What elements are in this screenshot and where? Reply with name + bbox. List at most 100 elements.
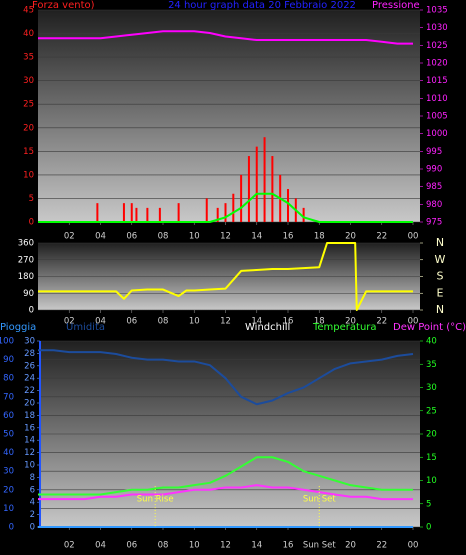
y-tick-label: 10 <box>23 170 34 180</box>
series-line <box>38 30 413 45</box>
x-tick-label: 14 <box>251 232 262 242</box>
y3-tick-label: 14 <box>24 436 35 446</box>
x-tick-label: 22 <box>376 232 387 242</box>
x-tick-label: 06 <box>126 232 137 242</box>
annotation-label: Sun Rise <box>137 495 174 505</box>
x-tick-label: 04 <box>95 541 106 551</box>
x-tick-label: 20 <box>345 232 356 242</box>
y-tick-label: 25 <box>23 100 34 110</box>
x-tick-label: 08 <box>158 232 169 242</box>
y2-tick-label: 1000 <box>426 129 448 139</box>
y-tick-label: 10 <box>3 504 14 514</box>
y-tick-label: 20 <box>23 123 34 133</box>
y2-tick-label: 25 <box>426 406 437 416</box>
y2-tick-label: S <box>437 270 444 283</box>
gust-bar <box>216 207 219 222</box>
x-tick-label: 04 <box>95 232 106 242</box>
y2-tick-label: 30 <box>426 383 437 393</box>
gust-bar <box>271 156 274 222</box>
series-line <box>38 456 413 496</box>
gust-bar <box>263 137 266 222</box>
gust-bar <box>146 207 149 222</box>
x-tick-label: 00 <box>408 232 419 242</box>
y-tick-label: 90 <box>3 355 14 365</box>
y2-tick-label: 1010 <box>426 94 448 104</box>
y2-tick-label: 15 <box>426 453 437 463</box>
y3-tick-label: 26 <box>24 361 35 371</box>
gust-bar <box>158 207 161 222</box>
x-tick-label: 00 <box>408 541 419 551</box>
y2-tick-label: 995 <box>426 147 442 157</box>
y3-tick-label: 0 <box>30 523 35 533</box>
y3-tick-label: 18 <box>24 411 35 421</box>
x-tick-label: 12 <box>220 317 231 327</box>
y3-tick-label: 12 <box>24 448 35 458</box>
series-line <box>38 484 413 501</box>
y3-tick-label: 28 <box>24 349 35 359</box>
y-tick-label: 35 <box>23 53 34 63</box>
x-tick-label: 02 <box>64 541 75 551</box>
y-tick-label: 15 <box>23 147 34 157</box>
y2-tick-label: 1030 <box>426 23 448 33</box>
x-tick-label: 20 <box>345 541 356 551</box>
chart-title: 24 hour graph data 20 Febbraio 2022 <box>168 0 356 11</box>
x-tick-label: 08 <box>158 317 169 327</box>
y2-tick-label: 1035 <box>426 6 448 16</box>
x-tick-label: Sun Set <box>303 541 336 551</box>
legend-label: Dew Point (°C) <box>393 322 466 333</box>
x-tick-label: 16 <box>283 541 294 551</box>
annotation-label: Sun Set <box>303 495 336 505</box>
y3-tick-label: 4 <box>30 498 35 508</box>
series-line <box>38 242 413 311</box>
y-axis-title: Forza vento) <box>32 0 95 11</box>
y3-tick-label: 10 <box>24 461 35 471</box>
y2-tick-label: N <box>436 236 444 249</box>
x-tick-label: 14 <box>251 541 262 551</box>
y2-tick-label: 20 <box>426 430 437 440</box>
gust-bar <box>130 203 133 222</box>
y-tick-label: 30 <box>3 467 14 477</box>
y2-tick-label: W <box>435 253 446 266</box>
y3-tick-label: 20 <box>24 399 35 409</box>
y2-tick-label: 985 <box>426 182 442 192</box>
x-tick-label: 00 <box>408 317 419 327</box>
y-tick-label: 30 <box>23 76 34 86</box>
y-tick-label: 360 <box>18 239 34 249</box>
y-tick-label: 20 <box>3 485 14 495</box>
gust-bar <box>177 203 180 222</box>
y3-tick-label: 24 <box>24 374 35 384</box>
x-tick-label: 16 <box>283 317 294 327</box>
y-tick-label: 90 <box>23 289 34 299</box>
gust-bar <box>224 203 227 222</box>
y-tick-label: 5 <box>29 194 34 204</box>
x-tick-label: 16 <box>283 232 294 242</box>
y2-tick-label: 0 <box>426 523 431 533</box>
x-tick-label: 22 <box>376 317 387 327</box>
y-tick-label: 45 <box>23 6 34 16</box>
y2-tick-label: 1025 <box>426 41 448 51</box>
x-tick-label: 12 <box>220 232 231 242</box>
plot-area <box>38 10 420 222</box>
x-tick-label: 06 <box>126 317 137 327</box>
x-tick-label: 08 <box>158 541 169 551</box>
y-tick-label: 60 <box>3 411 14 421</box>
gust-bar <box>287 189 289 222</box>
y3-tick-label: 22 <box>24 386 35 396</box>
x-tick-label: 20 <box>345 317 356 327</box>
y2-tick-label: 40 <box>426 337 437 347</box>
y-tick-label: 270 <box>18 255 34 265</box>
y-tick-label: 0 <box>29 218 34 228</box>
y2-tick-label: 980 <box>426 200 442 210</box>
gust-bar <box>240 174 243 222</box>
y-tick-label: 0 <box>9 523 14 533</box>
y3-tick-label: 16 <box>24 423 35 433</box>
y-tick-label: 50 <box>3 430 14 440</box>
gust-bar <box>302 207 305 222</box>
x-tick-label: 02 <box>64 232 75 242</box>
y2-tick-label: 1020 <box>426 59 448 69</box>
x-tick-label: 04 <box>95 317 106 327</box>
y-tick-label: 40 <box>23 29 34 39</box>
y2-tick-label: 5 <box>426 499 431 509</box>
y-tick-label: 180 <box>18 272 34 282</box>
